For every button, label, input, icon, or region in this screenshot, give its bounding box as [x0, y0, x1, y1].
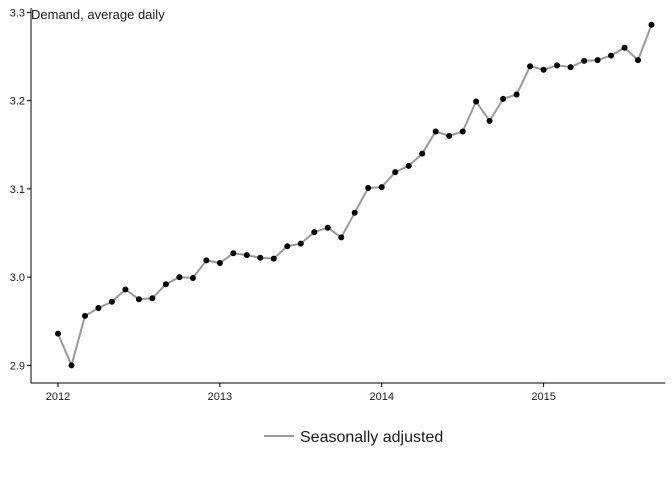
data-point	[621, 44, 628, 51]
data-point	[324, 224, 331, 231]
data-point	[513, 91, 520, 98]
data-point	[432, 128, 439, 135]
series-line	[57, 24, 653, 369]
data-point	[270, 255, 277, 262]
series-layer	[55, 21, 655, 369]
data-point	[122, 286, 129, 293]
data-point	[149, 295, 156, 302]
data-point	[216, 260, 223, 266]
chart-title: Demand, average daily	[31, 7, 165, 22]
data-point	[135, 296, 142, 303]
data-point	[594, 57, 601, 64]
data-point	[527, 63, 534, 70]
y-tick-label: 3.0	[10, 272, 25, 284]
x-tick-label: 2015	[531, 391, 555, 403]
data-point	[68, 362, 75, 369]
data-point	[297, 240, 304, 247]
data-point	[230, 250, 237, 257]
data-point	[203, 257, 210, 264]
data-point	[459, 128, 466, 135]
x-tick-label: 2014	[369, 391, 393, 403]
data-point	[284, 243, 291, 250]
legend-label: Seasonally adjusted	[300, 429, 443, 446]
data-point	[473, 98, 480, 105]
x-tick-label: 2012	[46, 391, 70, 403]
y-tick-label: 2.9	[10, 360, 25, 372]
data-point	[392, 169, 399, 176]
data-point	[608, 52, 614, 59]
data-point	[405, 162, 412, 169]
data-point	[378, 184, 385, 191]
data-point	[554, 62, 561, 69]
data-point	[648, 21, 655, 28]
data-point	[540, 66, 547, 73]
data-point	[243, 252, 250, 259]
y-tick-label: 3.3	[10, 7, 25, 19]
data-point	[446, 132, 453, 139]
y-tick-label: 3.2	[10, 96, 25, 108]
data-point	[500, 95, 507, 102]
data-point	[55, 330, 61, 337]
x-tick-label: 2013	[208, 391, 232, 403]
data-point	[189, 275, 196, 281]
data-point	[108, 298, 115, 305]
data-point	[82, 312, 88, 319]
data-point	[419, 150, 426, 157]
legend: Seasonally adjusted	[264, 429, 443, 446]
data-point	[95, 305, 102, 311]
data-point	[635, 57, 641, 64]
data-point	[351, 209, 358, 216]
data-point	[311, 229, 318, 236]
data-point	[338, 234, 345, 241]
data-point	[365, 185, 372, 191]
data-point	[486, 117, 493, 124]
y-ticks: 2.9 3.0 3.1 3.2 3.3	[10, 7, 31, 372]
data-point	[162, 281, 169, 288]
data-point	[176, 274, 183, 281]
data-point	[581, 57, 588, 64]
x-ticks: 2012 2013 2014 2015	[46, 383, 556, 403]
y-tick-label: 3.1	[10, 184, 25, 196]
data-point	[567, 64, 574, 71]
data-point	[257, 254, 264, 261]
